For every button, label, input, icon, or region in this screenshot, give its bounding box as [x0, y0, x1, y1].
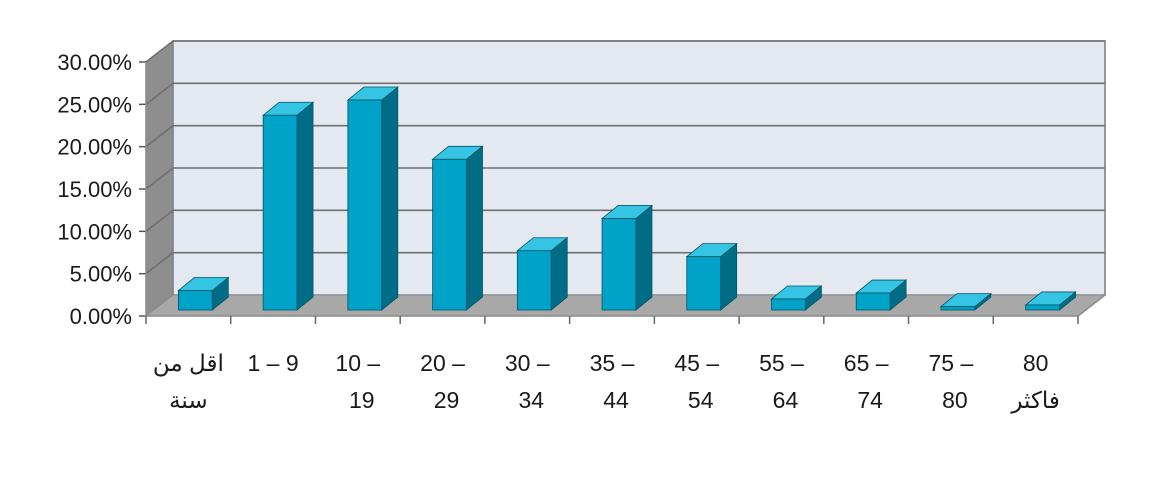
x-tick-label: فاكثر: [1010, 387, 1060, 414]
x-tick-label: 29: [434, 387, 460, 413]
gridline-side: [145, 167, 174, 190]
y-tick-label: 30.00%: [57, 50, 132, 75]
y-tick-label: 0.00%: [70, 304, 132, 329]
bar: [516, 250, 552, 311]
gridline-side: [145, 209, 174, 232]
bar: [347, 99, 383, 311]
gridline-side: [145, 252, 174, 275]
x-tick-label: 1 – 9: [248, 350, 299, 376]
x-tick-label: سنة: [169, 387, 208, 413]
x-tick-label: 80: [1023, 350, 1049, 376]
bar-side: [296, 101, 314, 311]
y-tick-label: 20.00%: [57, 135, 132, 160]
x-tick-label: 74: [857, 387, 883, 413]
y-tick-label: 25.00%: [57, 92, 132, 117]
x-tick-label: 30 –: [505, 350, 550, 376]
bar: [686, 256, 722, 311]
x-tick-label: 10 –: [335, 350, 380, 376]
x-tick-label: 34: [518, 387, 544, 413]
bar: [178, 290, 213, 311]
x-tick-label: 54: [688, 387, 714, 413]
x-axis-depth: [1077, 294, 1106, 317]
bar-side: [466, 145, 483, 311]
bar: [940, 306, 976, 311]
x-tick-label: اقل من: [153, 350, 224, 377]
x-tick-label: 55 –: [759, 350, 804, 376]
bar: [432, 158, 467, 311]
x-tick-label: 75 –: [929, 350, 974, 376]
x-tick-label: 45 –: [674, 350, 719, 376]
y-tick-label: 15.00%: [57, 177, 132, 202]
bar: [855, 292, 891, 311]
bar: [601, 218, 637, 311]
y-tick-label: 10.00%: [57, 219, 132, 244]
x-tick-label: 64: [773, 387, 799, 413]
gridline-side: [145, 82, 174, 105]
gridline-side: [145, 125, 174, 148]
y-tick-label: 5.00%: [70, 262, 132, 287]
x-tick-label: 65 –: [844, 350, 889, 376]
bar-side: [381, 86, 399, 311]
x-tick-label: 44: [603, 387, 629, 413]
x-tick-label: 19: [349, 387, 375, 413]
bar: [1025, 304, 1060, 311]
bar: [262, 114, 298, 311]
x-tick-label: 20 –: [420, 350, 465, 376]
bar-side: [635, 204, 653, 311]
gridline-side: [145, 40, 174, 63]
x-tick-label: 80: [942, 387, 968, 413]
x-tick-label: 35 –: [590, 350, 635, 376]
bar: [771, 298, 806, 311]
